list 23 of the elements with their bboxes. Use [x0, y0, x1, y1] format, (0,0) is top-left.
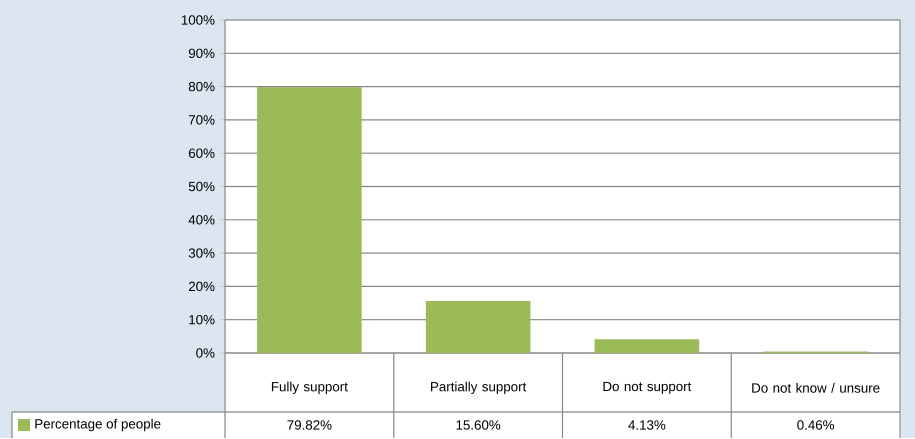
y-tick-label: 20% [188, 282, 214, 292]
x-tick-label: Do not know / unsure [752, 383, 880, 393]
y-tick-label: 40% [188, 215, 214, 225]
legend-label: Percentage of people [35, 418, 160, 432]
bar [257, 87, 362, 354]
x-tick-label: Partially support [431, 382, 526, 394]
y-tick-label: 0% [196, 348, 214, 358]
y-tick-label: 60% [188, 148, 214, 158]
data-label: 79.82% [287, 420, 332, 430]
y-tick-label: 70% [188, 115, 214, 125]
x-tick-label: Do not support [603, 382, 692, 394]
y-tick-label: 10% [189, 315, 214, 325]
bar [594, 339, 700, 354]
y-tick-label: 90% [188, 48, 214, 58]
y-tick-label: 100% [182, 15, 214, 25]
x-tick-label: Fully support [272, 382, 348, 394]
data-label: 4.13% [628, 420, 666, 430]
data-label: 15.60% [456, 420, 500, 430]
y-tick-label: 80% [188, 82, 214, 92]
y-tick-label: 30% [188, 248, 214, 258]
data-label: 0.46% [797, 420, 834, 430]
bar [426, 301, 530, 354]
y-tick-label: 50% [188, 182, 214, 192]
